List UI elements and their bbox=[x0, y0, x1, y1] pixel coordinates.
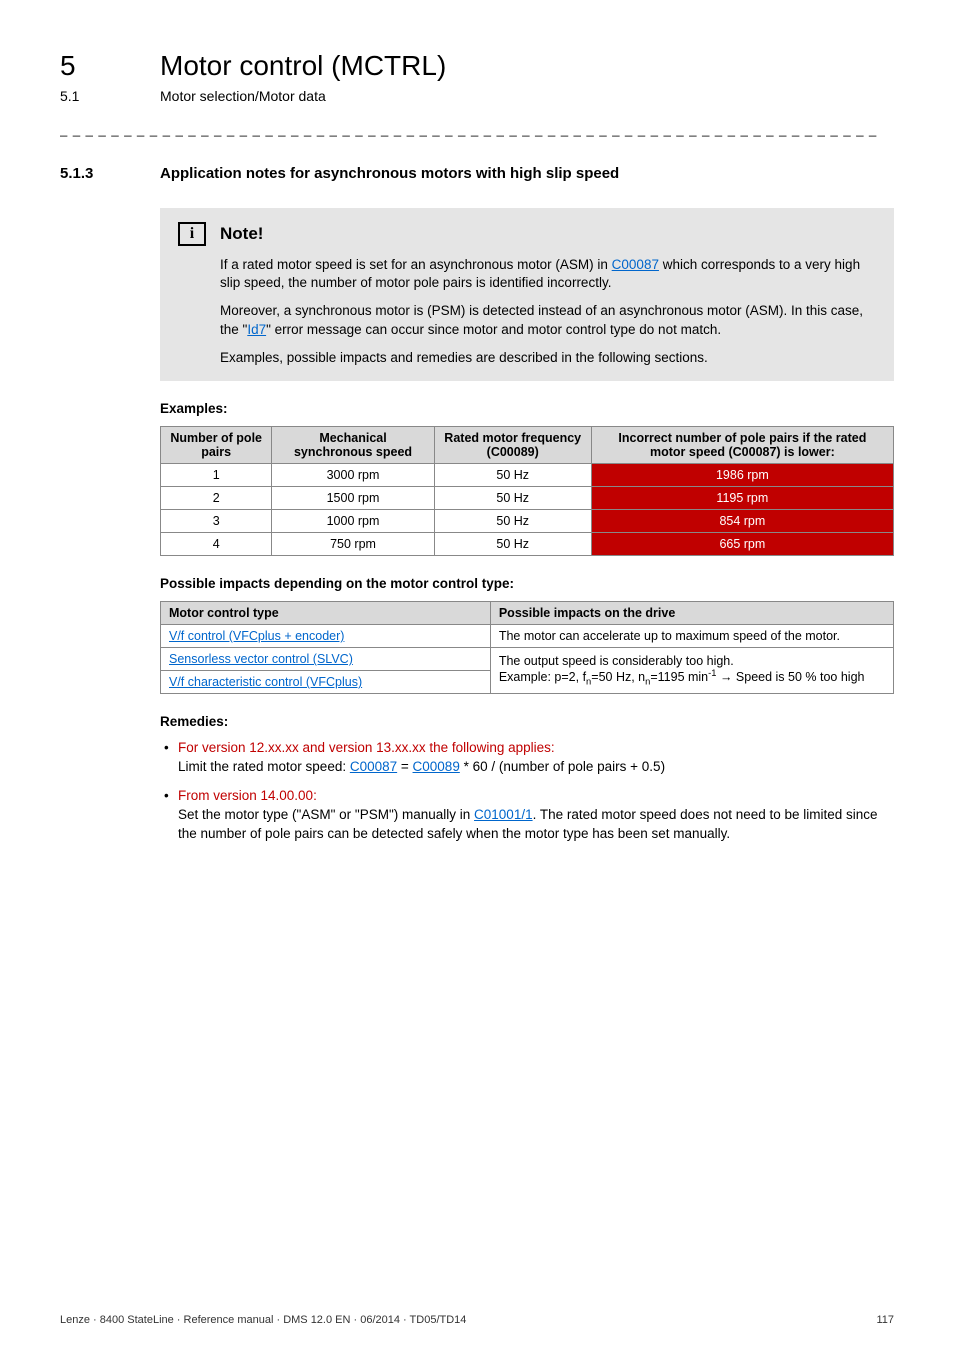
remedy-text: Limit the rated motor speed: bbox=[178, 759, 350, 774]
cell: 50 Hz bbox=[434, 487, 591, 510]
cell-text: The output speed is considerably too hig… bbox=[499, 654, 734, 668]
note-box: i Note! If a rated motor speed is set fo… bbox=[160, 208, 894, 381]
chapter-title: Motor control (MCTRL) bbox=[160, 50, 446, 82]
link-c01001[interactable]: C01001/1 bbox=[474, 807, 533, 822]
col-control-type: Motor control type bbox=[161, 602, 491, 625]
cell-highlight: 1986 rpm bbox=[591, 464, 893, 487]
remedies-heading: Remedies: bbox=[160, 714, 894, 729]
cell: 1500 rpm bbox=[272, 487, 434, 510]
cell: 3 bbox=[161, 510, 272, 533]
cell-text: → Speed is 50 % too high bbox=[716, 670, 864, 684]
remedy-version-12: For version 12.xx.xx and version 13.xx.x… bbox=[178, 740, 555, 755]
col-mech-speed: Mechanical synchronous speed bbox=[272, 427, 434, 464]
cell: The motor can accelerate up to maximum s… bbox=[490, 625, 893, 648]
cell-highlight: 665 rpm bbox=[591, 533, 893, 556]
cell-text: =50 Hz, n bbox=[591, 670, 645, 684]
section-title: Application notes for asynchronous motor… bbox=[160, 165, 619, 182]
remedy-item-2: From version 14.00.00: Set the motor typ… bbox=[178, 787, 894, 844]
note-paragraph-3: Examples, possible impacts and remedies … bbox=[220, 349, 876, 367]
cell: 50 Hz bbox=[434, 533, 591, 556]
col-impacts: Possible impacts on the drive bbox=[490, 602, 893, 625]
link-id7[interactable]: Id7 bbox=[247, 322, 266, 337]
note-heading: Note! bbox=[220, 224, 263, 244]
cell: 750 rpm bbox=[272, 533, 434, 556]
link-vfcplus[interactable]: V/f characteristic control (VFCplus) bbox=[169, 675, 362, 689]
link-c00087-b[interactable]: C00087 bbox=[350, 759, 397, 774]
table-row: 1 3000 rpm 50 Hz 1986 rpm bbox=[161, 464, 894, 487]
cell: 50 Hz bbox=[434, 464, 591, 487]
info-icon: i bbox=[178, 222, 206, 246]
subsection-title: Motor selection/Motor data bbox=[160, 88, 326, 104]
examples-table: Number of pole pairs Mechanical synchron… bbox=[160, 426, 894, 556]
remedy-text: Set the motor type ("ASM" or "PSM") manu… bbox=[178, 807, 474, 822]
table-row: Sensorless vector control (SLVC) The out… bbox=[161, 648, 894, 671]
cell: 1000 rpm bbox=[272, 510, 434, 533]
table-row: V/f control (VFCplus + encoder) The moto… bbox=[161, 625, 894, 648]
impacts-table: Motor control type Possible impacts on t… bbox=[160, 601, 894, 694]
cell: 1 bbox=[161, 464, 272, 487]
cell-text: Example: p=2, f bbox=[499, 670, 586, 684]
remedy-version-14: From version 14.00.00: bbox=[178, 788, 317, 803]
note-paragraph-1: If a rated motor speed is set for an asy… bbox=[220, 256, 876, 292]
note-paragraph-2: Moreover, a synchronous motor is (PSM) i… bbox=[220, 302, 876, 338]
link-vf-encoder[interactable]: V/f control (VFCplus + encoder) bbox=[169, 629, 344, 643]
remedy-text: = bbox=[397, 759, 412, 774]
col-rated-freq: Rated motor frequency (C00089) bbox=[434, 427, 591, 464]
table-row: 2 1500 rpm 50 Hz 1195 rpm bbox=[161, 487, 894, 510]
col-incorrect: Incorrect number of pole pairs if the ra… bbox=[591, 427, 893, 464]
separator-dashes: _ _ _ _ _ _ _ _ _ _ _ _ _ _ _ _ _ _ _ _ … bbox=[60, 122, 894, 137]
footer-left: Lenze · 8400 StateLine · Reference manua… bbox=[60, 1314, 466, 1326]
link-c00089[interactable]: C00089 bbox=[413, 759, 460, 774]
cell-highlight: 854 rpm bbox=[591, 510, 893, 533]
cell: 50 Hz bbox=[434, 510, 591, 533]
cell-text: =1195 min bbox=[650, 670, 708, 684]
cell: The output speed is considerably too hig… bbox=[490, 648, 893, 694]
cell: 4 bbox=[161, 533, 272, 556]
cell: 2 bbox=[161, 487, 272, 510]
note-text: If a rated motor speed is set for an asy… bbox=[220, 257, 612, 272]
link-c00087[interactable]: C00087 bbox=[612, 257, 659, 272]
note-text: " error message can occur since motor an… bbox=[266, 322, 721, 337]
page-number: 117 bbox=[876, 1314, 894, 1326]
section-number: 5.1.3 bbox=[60, 165, 120, 182]
cell: 3000 rpm bbox=[272, 464, 434, 487]
impacts-heading: Possible impacts depending on the motor … bbox=[160, 576, 894, 591]
remedy-item-1: For version 12.xx.xx and version 13.xx.x… bbox=[178, 739, 894, 777]
cell-highlight: 1195 rpm bbox=[591, 487, 893, 510]
link-slvc[interactable]: Sensorless vector control (SLVC) bbox=[169, 652, 353, 666]
table-row: 4 750 rpm 50 Hz 665 rpm bbox=[161, 533, 894, 556]
examples-heading: Examples: bbox=[160, 401, 894, 416]
chapter-number: 5 bbox=[60, 50, 120, 82]
subsection-number: 5.1 bbox=[60, 88, 120, 104]
remedy-text: * 60 / (number of pole pairs + 0.5) bbox=[460, 759, 665, 774]
col-pole-pairs: Number of pole pairs bbox=[161, 427, 272, 464]
table-row: 3 1000 rpm 50 Hz 854 rpm bbox=[161, 510, 894, 533]
